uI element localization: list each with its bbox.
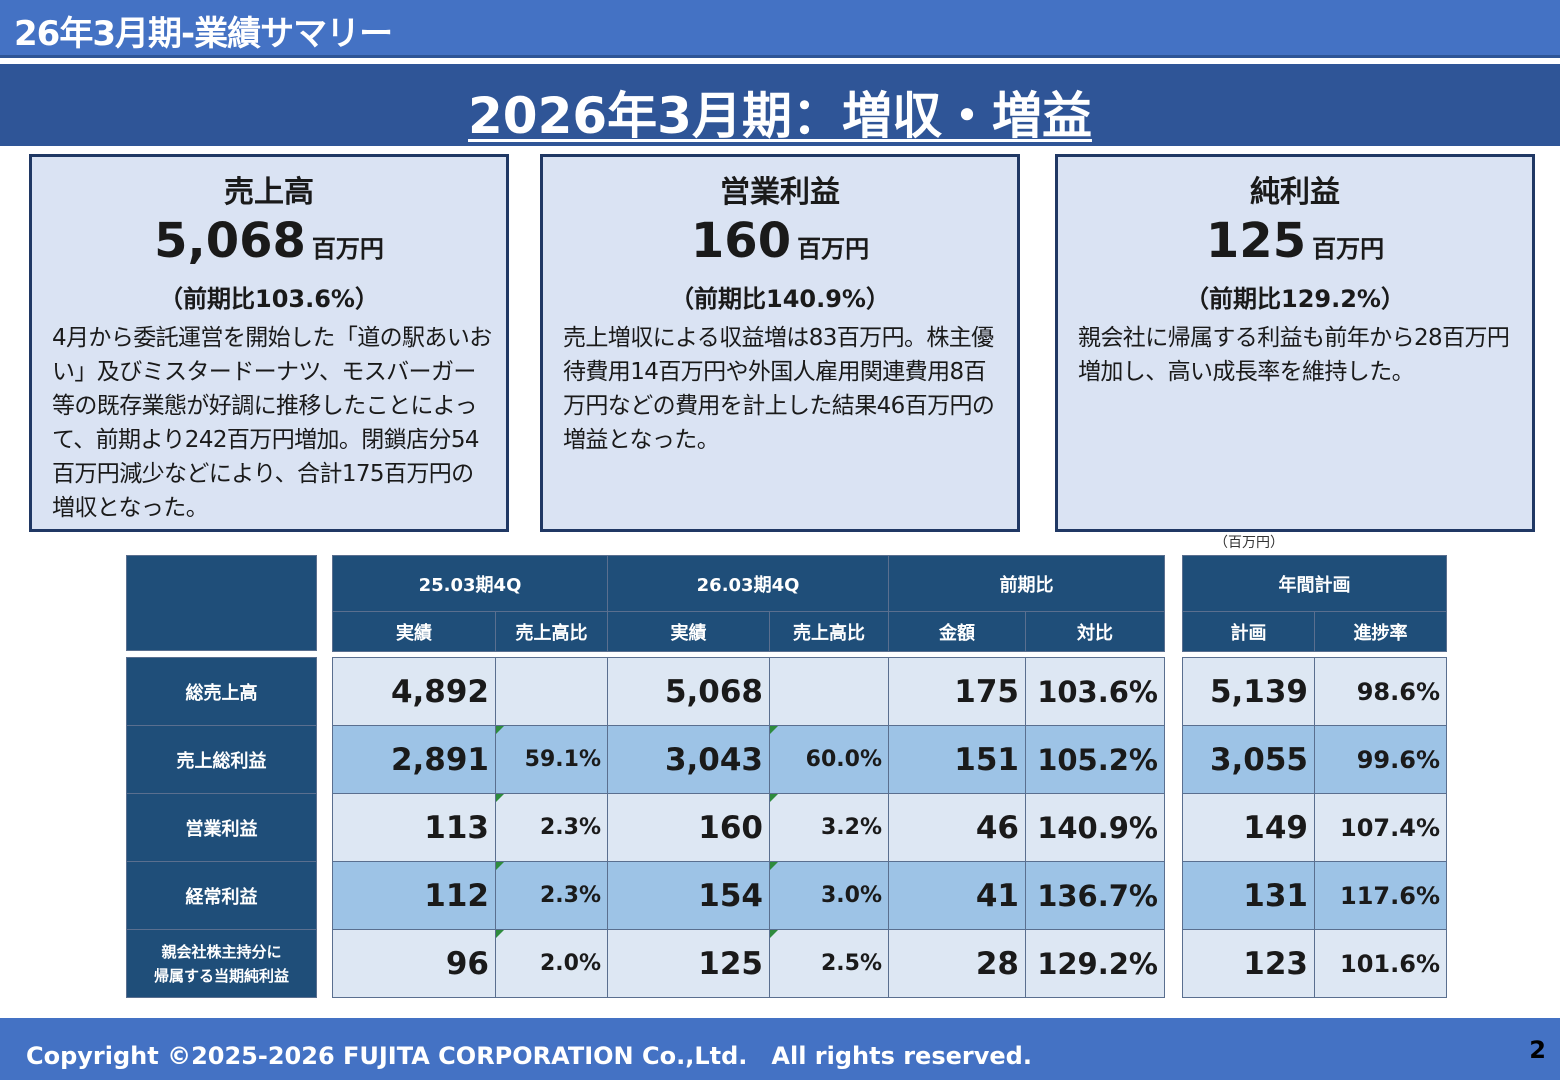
subheader-actual: 実績 — [607, 611, 771, 652]
plan-table: 5,139 98.6% 3,055 99.6% 149 107.4% 131 1… — [1182, 657, 1447, 998]
table-row: 2,891 59.1% 3,043 60.0% 151 105.2% — [332, 725, 1165, 794]
cell-plan: 123 — [1182, 929, 1315, 998]
cell-prev-actual: 96 — [332, 929, 496, 998]
cell-yoy-amount: 41 — [888, 861, 1026, 930]
cell-plan: 5,139 — [1182, 657, 1315, 726]
kpi-label: 純利益 — [1250, 175, 1340, 210]
cell-curr-actual: 160 — [607, 793, 770, 862]
cell-curr-ratio: 60.0% — [769, 725, 889, 794]
table-row: 131 117.6% — [1182, 861, 1447, 930]
group-header-curr: 26.03期4Q — [607, 555, 890, 612]
table-row: 4,892 5,068 175 103.6% — [332, 657, 1165, 726]
group-header-prev: 25.03期4Q — [331, 555, 609, 612]
cell-yoy-ratio: 129.2% — [1025, 929, 1165, 998]
kpi-label: 営業利益 — [720, 175, 840, 210]
plan-table-header: 年間計画 計画 進捗率 — [1182, 555, 1447, 652]
cell-prev-actual: 113 — [332, 793, 496, 862]
table-row: 3,055 99.6% — [1182, 725, 1447, 794]
results-table-header: 25.03期4Q 26.03期4Q 前期比 実績 売上高比 実績 売上高比 金額… — [331, 555, 1166, 652]
kpi-card-sales: 売上高 5,068 百万円 （前期比103.6%） 4月から委託運営を開始した「道… — [29, 154, 509, 532]
table-row: 113 2.3% 160 3.2% 46 140.9% — [332, 793, 1165, 862]
cell-yoy-ratio: 105.2% — [1025, 725, 1165, 794]
cell-curr-ratio: 2.5% — [769, 929, 889, 998]
kpi-description: 親会社に帰属する利益も前年から28百万円増加し、高い成長率を維持した。 — [1078, 325, 1510, 385]
kpi-yoy-ratio: （前期比129.2%） — [1185, 285, 1405, 313]
cell-yoy-amount: 175 — [888, 657, 1026, 726]
page-title: 26年3月期-業績サマリー — [14, 14, 393, 54]
subheader-sales-ratio: 売上高比 — [494, 611, 609, 652]
table-row: 112 2.3% 154 3.0% 41 136.7% — [332, 861, 1165, 930]
subheader-sales-ratio: 売上高比 — [769, 611, 890, 652]
table-unit-note: （百万円） — [1214, 535, 1284, 551]
subheader-progress: 進捗率 — [1314, 611, 1447, 652]
subheader-amount: 金額 — [888, 611, 1027, 652]
cell-progress: 117.6% — [1314, 861, 1447, 930]
cell-plan: 3,055 — [1182, 725, 1315, 794]
cell-yoy-ratio: 103.6% — [1025, 657, 1165, 726]
table-row: 5,139 98.6% — [1182, 657, 1447, 726]
kpi-yoy-ratio: （前期比103.6%） — [159, 285, 379, 313]
cell-curr-ratio — [769, 657, 889, 726]
row-label: 親会社株主持分に 帰属する当期純利益 — [126, 929, 317, 998]
cell-plan: 131 — [1182, 861, 1315, 930]
results-table: 4,892 5,068 175 103.6% 2,891 59.1% 3,043… — [332, 657, 1165, 998]
cell-curr-ratio: 3.0% — [769, 861, 889, 930]
cell-progress: 101.6% — [1314, 929, 1447, 998]
footer-bar: Copyright ©2025-2026 FUJITA CORPORATION … — [0, 1018, 1560, 1080]
row-label: 営業利益 — [126, 793, 317, 862]
cell-prev-ratio: 2.3% — [495, 861, 608, 930]
subheader-actual: 実績 — [332, 611, 496, 652]
cell-progress: 107.4% — [1314, 793, 1447, 862]
subheader-plan: 計画 — [1182, 611, 1315, 652]
group-header-plan: 年間計画 — [1182, 555, 1447, 612]
kpi-card-net-profit: 純利益 125 百万円 （前期比129.2%） 親会社に帰属する利益も前年から28… — [1055, 154, 1535, 532]
page-number: 2 — [1529, 1036, 1546, 1064]
row-label-header — [126, 555, 317, 651]
cell-yoy-amount: 151 — [888, 725, 1026, 794]
headline-banner: 2026年3月期：増収・増益 — [0, 64, 1560, 146]
cell-yoy-ratio: 140.9% — [1025, 793, 1165, 862]
cell-curr-actual: 154 — [607, 861, 770, 930]
row-label-column: 総売上高 売上総利益 営業利益 経常利益 親会社株主持分に 帰属する当期純利益 — [126, 657, 317, 998]
kpi-value: 125 百万円 — [1205, 213, 1385, 269]
kpi-description: 売上増収による収益増は83百万円。株主優待費用14百万円や外国人雇用関連費用8百… — [563, 325, 995, 453]
group-header-yoy: 前期比 — [888, 555, 1166, 612]
cell-prev-actual: 2,891 — [332, 725, 496, 794]
cell-yoy-amount: 28 — [888, 929, 1026, 998]
table-row: 149 107.4% — [1182, 793, 1447, 862]
row-label: 売上総利益 — [126, 725, 317, 794]
cell-yoy-ratio: 136.7% — [1025, 861, 1165, 930]
cell-prev-actual: 112 — [332, 861, 496, 930]
cell-prev-ratio: 2.3% — [495, 793, 608, 862]
cell-plan: 149 — [1182, 793, 1315, 862]
header-bar: 26年3月期-業績サマリー — [0, 0, 1560, 58]
cell-prev-ratio: 59.1% — [495, 725, 608, 794]
cell-curr-actual: 5,068 — [607, 657, 770, 726]
kpi-description: 4月から委託運営を開始した「道の駅あいおい」及びミスタードーナツ、モスバーガー等… — [52, 325, 492, 521]
row-label: 経常利益 — [126, 861, 317, 930]
cell-prev-ratio: 2.0% — [495, 929, 608, 998]
cell-yoy-amount: 46 — [888, 793, 1026, 862]
table-row: 96 2.0% 125 2.5% 28 129.2% — [332, 929, 1165, 998]
cell-progress: 98.6% — [1314, 657, 1447, 726]
cell-curr-ratio: 3.2% — [769, 793, 889, 862]
kpi-yoy-ratio: （前期比140.9%） — [670, 285, 890, 313]
kpi-value: 160 百万円 — [690, 213, 870, 269]
cell-prev-actual: 4,892 — [332, 657, 496, 726]
kpi-value: 5,068 百万円 — [154, 213, 384, 269]
cell-prev-ratio — [495, 657, 608, 726]
headline-title: 2026年3月期：増収・増益 — [468, 87, 1092, 145]
cell-curr-actual: 3,043 — [607, 725, 770, 794]
subheader-ratio: 対比 — [1025, 611, 1166, 652]
copyright-text: Copyright ©2025-2026 FUJITA CORPORATION … — [26, 1042, 1032, 1070]
kpi-card-operating-profit: 営業利益 160 百万円 （前期比140.9%） 売上増収による収益増は83百万円… — [540, 154, 1020, 532]
row-label: 総売上高 — [126, 657, 317, 726]
cell-curr-actual: 125 — [607, 929, 770, 998]
table-row: 123 101.6% — [1182, 929, 1447, 998]
cell-progress: 99.6% — [1314, 725, 1447, 794]
kpi-label: 売上高 — [224, 175, 314, 210]
